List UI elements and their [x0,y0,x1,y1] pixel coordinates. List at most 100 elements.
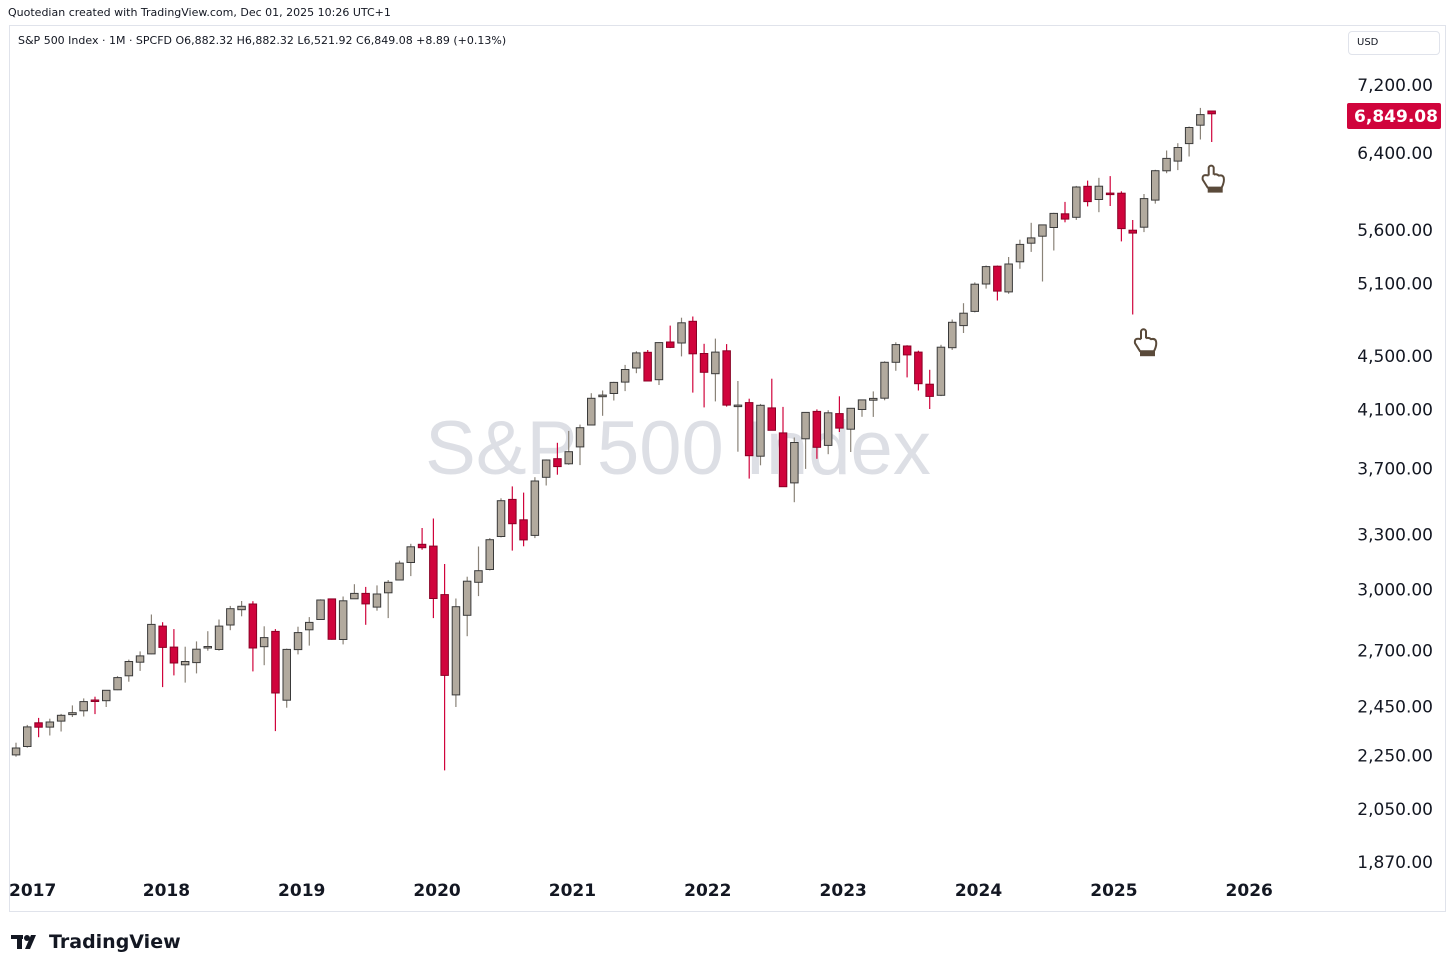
candle-body [1196,114,1205,126]
candle-body [496,500,506,538]
candle [1038,224,1047,282]
candle [361,586,370,625]
candle [1083,180,1092,207]
chart-credit: Quotedian created with TradingView.com, … [8,6,391,19]
candle [598,390,607,416]
time-tick-label: 2020 [413,881,460,901]
tradingview-brand[interactable]: TradingView [11,931,181,953]
candle [350,584,359,600]
candle [914,350,923,391]
candle-body [541,459,551,478]
candle-body [1026,237,1036,244]
candle-body [936,346,946,396]
annotations-layer [1133,164,1225,357]
candle-body [214,625,224,650]
candle [925,369,934,409]
candle-body [169,646,179,664]
candle [237,601,246,617]
candle-body [327,598,337,640]
candle-body [113,677,122,691]
candle-body [925,383,934,397]
candle [1072,185,1081,220]
price-tick-label: 2,450.00 [1357,697,1433,717]
candle [203,631,212,651]
candle [417,528,427,550]
candle [666,325,675,349]
price-tick-label: 2,250.00 [1357,746,1433,766]
candle-body [869,397,878,401]
candle [34,717,43,738]
candle [835,396,844,432]
time-tick-label: 2021 [549,881,596,901]
candle-body [699,353,709,373]
candle-body [158,625,167,648]
candle-body [259,637,269,648]
candle-body [733,404,743,408]
candle [79,698,88,717]
candle-body [846,407,855,430]
candle [45,718,55,736]
chart-frame[interactable] [9,25,1446,912]
candle [395,560,404,581]
candle [158,622,167,688]
candle-body [316,599,325,620]
candle-body [1128,229,1137,234]
candle [564,430,573,465]
price-axis: 7,200.00 6,400.00 5,600.00 5,100.00 4,500.00… [1357,76,1433,873]
time-tick-label: 2017 [9,881,56,901]
price-tick-label: 4,500.00 [1357,347,1433,367]
candle-body [553,458,562,468]
candle [1184,126,1194,157]
candle-body [248,603,258,649]
candle [451,598,461,707]
candle [1015,239,1025,269]
candle [654,342,664,385]
candle [496,498,506,538]
candle [948,319,957,350]
time-tick-label: 2024 [955,881,1002,901]
candle-body [666,341,675,348]
candle-body [180,661,190,666]
time-tick-label: 2026 [1226,881,1273,901]
last-price-value: 6,849.08 [1354,107,1438,127]
price-tick-label: 7,200.00 [1357,76,1433,96]
candle-body [880,361,889,399]
candle [981,265,991,289]
candle-body [68,712,77,716]
candle-body [305,621,314,631]
candle [23,724,32,748]
candle-body [451,606,461,696]
candle [519,492,528,547]
candle-body [406,546,415,563]
last-price-label: 6,849.08 [1347,103,1441,129]
candle-body [823,412,833,446]
candle [756,403,765,466]
candle [271,629,280,732]
candle-body [293,632,303,651]
candle-body [485,539,494,571]
candle [316,599,325,620]
candle-body [1117,192,1126,230]
time-tick-label: 2018 [143,881,190,901]
price-tick-label: 6,400.00 [1357,144,1433,164]
candle [778,406,788,488]
candle [327,598,337,640]
candle [406,543,415,577]
currency-selector[interactable]: USD [1348,31,1440,55]
candle [462,576,472,637]
candle-body [902,345,912,356]
candle [744,398,754,479]
candle-body [812,410,822,448]
candle [1105,176,1115,206]
candle [1060,201,1070,223]
candle [305,617,314,646]
candle-body [643,351,652,382]
candle [823,410,833,455]
candle [1128,220,1137,315]
candle-body [508,498,517,525]
candle-body [1162,157,1171,172]
candle [169,629,179,676]
time-axis: 2017 2018 2019 2020 2021 2022 2023 2024 2025 2026 [9,881,1273,901]
candle-body [90,699,100,702]
